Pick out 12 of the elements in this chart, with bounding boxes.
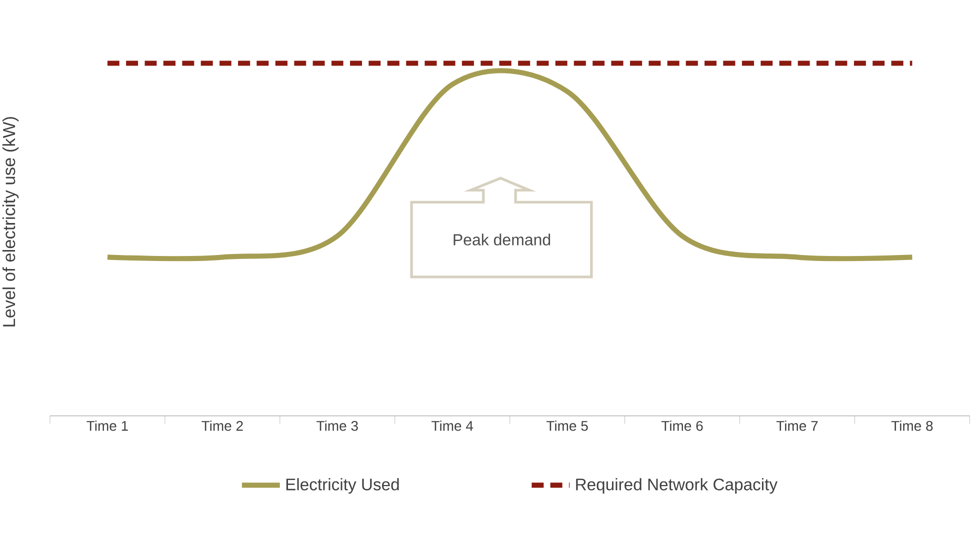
x-tick-label: Time 3 <box>316 420 358 431</box>
x-tick-label: Time 5 <box>546 420 588 431</box>
x-tick-label: Time 8 <box>891 420 933 431</box>
y-axis-title: Level of electricity use (kW) <box>2 117 19 327</box>
x-tick-label: Time 6 <box>661 420 703 431</box>
x-tick-label: Time 4 <box>432 420 474 431</box>
x-tick-label: Time 1 <box>86 420 128 431</box>
x-tick-label: Time 7 <box>776 420 818 431</box>
legend-label: Electricity Used <box>286 478 399 494</box>
legend-label: Required Network Capacity <box>576 478 778 494</box>
annotation: Peak demand <box>454 234 550 246</box>
x-tick-label: Time 2 <box>202 420 243 431</box>
